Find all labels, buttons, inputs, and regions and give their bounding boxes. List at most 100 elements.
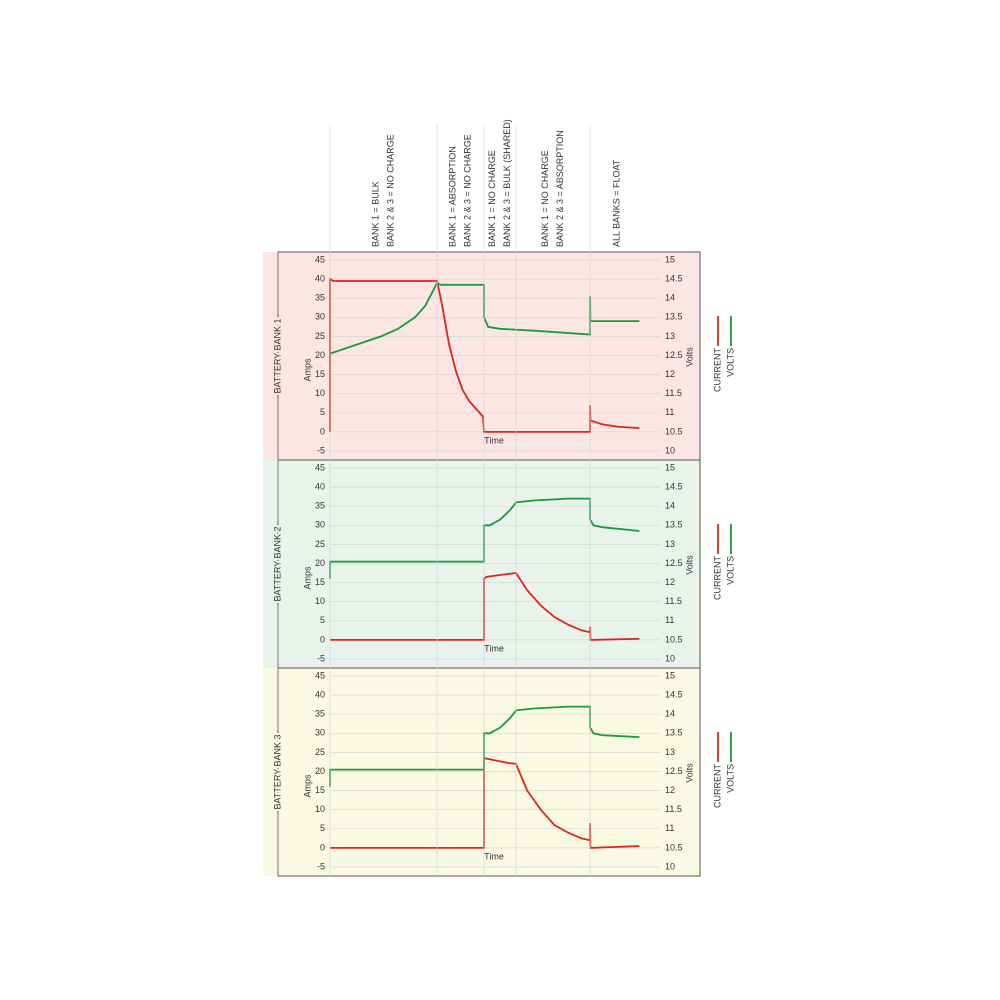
phase-label: ALL BANKS = FLOAT — [611, 159, 621, 247]
y2-tick-label: 13.5 — [665, 520, 683, 530]
legend-entry: VOLTS — [725, 732, 735, 793]
y2-tick-label: 11.5 — [665, 804, 682, 814]
panel-title: BATTERY BANK 1 — [270, 252, 284, 460]
x-axis-label: Time — [484, 643, 504, 653]
y-tick-label: 0 — [320, 426, 325, 436]
y-tick-label: 5 — [320, 615, 325, 625]
y2-tick-label: 14.5 — [665, 481, 683, 491]
y2-tick-label: 12.5 — [665, 350, 683, 360]
y-tick-label: 5 — [320, 823, 325, 833]
y-tick-label: 10 — [315, 596, 325, 606]
y-tick-label: 30 — [315, 312, 325, 322]
x-axis-label: Time — [484, 851, 504, 861]
y2-tick-label: 10 — [665, 445, 675, 455]
y2-axis-label: Volts — [684, 555, 694, 575]
y-tick-label: 30 — [315, 520, 325, 530]
y-tick-label: 40 — [315, 273, 325, 283]
y-tick-label: 0 — [320, 634, 325, 644]
y2-tick-label: 14 — [665, 709, 675, 719]
y-axis-label: Amps — [302, 566, 312, 590]
y-tick-label: 25 — [315, 747, 325, 757]
y2-tick-label: 15 — [665, 670, 675, 680]
phase-label: BANK 2 & 3 = NO CHARGE — [385, 134, 395, 247]
panel: -5 0 5 10 15 20 25 30 35 40 45 10 10.5 11 11.5 12 12.5 13… — [263, 251, 735, 461]
y2-tick-label: 10.5 — [665, 842, 683, 852]
y2-tick-label: 12 — [665, 577, 675, 587]
y2-tick-label: 15 — [665, 462, 675, 472]
y2-tick-label: 13 — [665, 747, 675, 757]
y-tick-label: -5 — [317, 653, 325, 663]
y2-tick-label: 11.5 — [665, 388, 682, 398]
legend-entry: CURRENT — [712, 524, 722, 600]
y2-tick-label: 10.5 — [665, 426, 683, 436]
y-tick-label: 25 — [315, 331, 325, 341]
y2-tick-label: 13 — [665, 331, 675, 341]
y-tick-label: 35 — [315, 501, 325, 511]
y2-tick-label: 13.5 — [665, 312, 683, 322]
legend-label: VOLTS — [725, 348, 735, 377]
panel: -5 0 5 10 15 20 25 30 35 40 45 10 10.5 11 11.5 12 12.5 13… — [263, 667, 735, 877]
y-tick-label: 5 — [320, 407, 325, 417]
y-tick-label: 25 — [315, 539, 325, 549]
panel-background — [263, 252, 700, 460]
y2-tick-label: 14 — [665, 293, 675, 303]
y-tick-label: 15 — [315, 369, 325, 379]
y2-tick-label: 10 — [665, 861, 675, 871]
y2-axis-label: Volts — [684, 763, 694, 783]
y-axis-label: Amps — [302, 358, 312, 382]
y-tick-label: 40 — [315, 481, 325, 491]
panel-title-text: BATTERY BANK 3 — [272, 734, 282, 809]
legend-entry: VOLTS — [725, 316, 735, 377]
y2-tick-label: 15 — [665, 254, 675, 264]
phase-label: BANK 1 = BULK — [370, 181, 380, 247]
y2-tick-label: 12 — [665, 369, 675, 379]
phase-label: BANK 2 & 3 = BULK (SHARED) — [502, 119, 512, 247]
y-tick-label: -5 — [317, 861, 325, 871]
legend-label: CURRENT — [712, 763, 722, 808]
series-line — [329, 277, 640, 433]
y-tick-label: 40 — [315, 689, 325, 699]
phase-label: BANK 1 = ABSORPTION — [447, 146, 457, 247]
y2-axis-label: Volts — [684, 347, 694, 367]
y-tick-label: 0 — [320, 842, 325, 852]
panel-background — [263, 460, 700, 668]
phase-label: BANK 1 = NO CHARGE — [540, 150, 550, 247]
legend-label: VOLTS — [725, 556, 735, 585]
y-tick-label: 10 — [315, 804, 325, 814]
phase-label: BANK 1 = NO CHARGE — [487, 150, 497, 247]
y-tick-label: 15 — [315, 785, 325, 795]
legend-entry: CURRENT — [712, 316, 722, 392]
y-tick-label: 20 — [315, 558, 325, 568]
y-tick-label: 15 — [315, 577, 325, 587]
y-tick-label: 45 — [315, 462, 325, 472]
y2-tick-label: 14.5 — [665, 273, 683, 283]
legend-label: CURRENT — [712, 347, 722, 392]
y-tick-label: 10 — [315, 388, 325, 398]
y2-tick-label: 11 — [665, 615, 674, 625]
x-axis-label: Time — [484, 435, 504, 445]
y2-tick-label: 14 — [665, 501, 675, 511]
legend-label: VOLTS — [725, 764, 735, 793]
y2-tick-label: 10.5 — [665, 634, 683, 644]
legend-label: CURRENT — [712, 555, 722, 600]
panel-background — [263, 668, 700, 876]
y-tick-label: 45 — [315, 670, 325, 680]
y2-tick-label: 11 — [665, 823, 674, 833]
panel-frame — [277, 667, 701, 877]
y-tick-label: 20 — [315, 350, 325, 360]
phase-label: BANK 2 & 3 = NO CHARGE — [462, 134, 472, 247]
y-tick-label: 30 — [315, 728, 325, 738]
panel-title-text: BATTERY BANK 1 — [272, 318, 282, 393]
y-tick-label: 20 — [315, 766, 325, 776]
legend-entry: VOLTS — [725, 524, 735, 585]
y2-tick-label: 11 — [665, 407, 674, 417]
y-tick-label: -5 — [317, 445, 325, 455]
y2-tick-label: 11.5 — [665, 596, 682, 606]
y2-tick-label: 12.5 — [665, 766, 683, 776]
y-tick-label: 45 — [315, 254, 325, 264]
y2-tick-label: 13.5 — [665, 728, 683, 738]
y-axis-label: Amps — [302, 774, 312, 798]
y2-tick-label: 14.5 — [665, 689, 683, 699]
panel-title: BATTERY BANK 2 — [270, 460, 284, 668]
